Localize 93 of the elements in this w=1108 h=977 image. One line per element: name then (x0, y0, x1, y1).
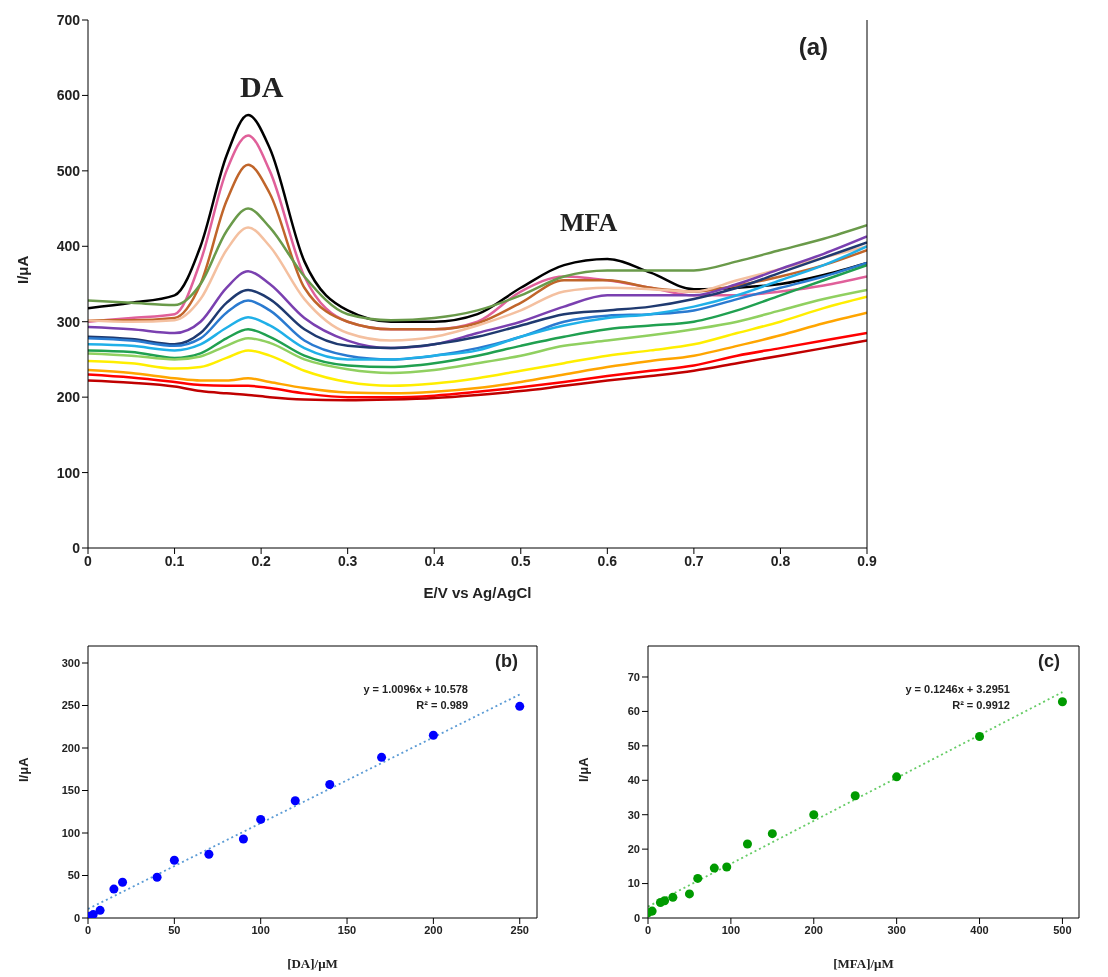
y-tick-label: 200 (61, 741, 80, 754)
x-tick-label: 0.8 (770, 552, 791, 569)
x-tick-label: 0 (84, 923, 92, 936)
point (684, 889, 694, 899)
point (660, 896, 670, 906)
y-tick-label: 700 (56, 11, 81, 28)
point (850, 791, 860, 801)
x-tick-label: 0.7 (684, 552, 704, 569)
point (668, 892, 678, 902)
y-tick-label: 50 (67, 869, 80, 882)
y-tick-label: 600 (56, 87, 81, 104)
point (693, 873, 703, 883)
point (118, 877, 128, 887)
x-tick-label: 200 (804, 923, 823, 936)
annotation: DA (240, 70, 284, 104)
x-tick-label: 500 (1053, 923, 1072, 936)
x-tick-label: 0.3 (337, 552, 358, 569)
y-tick-label: 100 (56, 464, 81, 481)
x-tick-label: 0 (84, 552, 93, 569)
x-tick-label: 0 (644, 923, 652, 936)
point (709, 863, 719, 873)
y-axis-title: I/μA (15, 756, 31, 782)
x-axis-title: [MFA]/μM (833, 956, 894, 971)
y-tick-label: 0 (72, 539, 81, 556)
y-tick-label: 400 (56, 238, 81, 255)
annotation: R² = 0.9912 (952, 699, 1010, 711)
x-tick-label: 100 (251, 923, 270, 936)
point (152, 872, 162, 882)
point (204, 849, 214, 859)
point (648, 906, 657, 916)
x-tick-label: 300 (887, 923, 906, 936)
x-tick-label: 150 (337, 923, 357, 936)
point (892, 772, 902, 782)
line-series (88, 331, 867, 399)
annotation: y = 0.1246x + 3.2951 (905, 683, 1010, 695)
y-tick-label: 40 (627, 774, 640, 787)
y-tick-label: 50 (627, 739, 640, 752)
y-tick-label: 0 (633, 911, 640, 924)
y-tick-label: 300 (61, 656, 80, 669)
y-tick-label: 10 (627, 877, 640, 890)
annotation: (b) (495, 651, 518, 672)
y-tick-label: 150 (61, 784, 80, 797)
x-tick-label: 50 (168, 923, 181, 936)
point (722, 862, 732, 872)
x-tick-label: 100 (721, 923, 741, 936)
x-tick-label: 250 (510, 923, 529, 936)
y-tick-label: 100 (61, 826, 80, 839)
point (256, 814, 266, 824)
y-axis-title: I/μA (575, 756, 591, 782)
point (767, 829, 777, 839)
x-tick-label: 200 (424, 923, 443, 936)
line-series (88, 339, 867, 402)
point (975, 732, 985, 742)
point (325, 780, 335, 790)
point (169, 855, 179, 865)
y-tick-label: 30 (627, 808, 640, 821)
x-tick-label: 0.1 (164, 552, 185, 569)
annotation: MFA (560, 208, 618, 238)
annotation: y = 1.0096x + 10.578 (363, 683, 468, 695)
y-tick-label: 20 (627, 843, 640, 856)
x-tick-label: 0.5 (511, 552, 531, 569)
y-axis-title: I/μA (14, 255, 32, 284)
y-tick-label: 0 (73, 911, 80, 924)
x-tick-label: 0.6 (597, 552, 618, 569)
y-tick-label: 250 (61, 699, 80, 712)
annotation: (c) (1038, 651, 1060, 672)
x-tick-label: 400 (970, 923, 989, 936)
x-axis-title: E/V vs Ag/AgCl (423, 584, 532, 601)
point (809, 810, 819, 820)
x-tick-label: 0.2 (251, 552, 272, 569)
x-tick-label: 0.9 (857, 552, 877, 569)
annotation: (a) (798, 33, 828, 61)
y-tick-label: 500 (56, 162, 81, 179)
y-tick-label: 60 (627, 705, 640, 718)
line-series (88, 295, 867, 388)
y-tick-label: 200 (56, 389, 81, 406)
annotation: R² = 0.989 (416, 699, 468, 711)
point (1057, 697, 1067, 707)
point (109, 884, 119, 894)
x-tick-label: 0.4 (424, 552, 445, 569)
y-tick-label: 70 (627, 670, 640, 683)
point (95, 905, 105, 915)
point (290, 796, 300, 806)
point (515, 701, 525, 711)
point (377, 752, 387, 762)
line-series (88, 207, 867, 322)
point (238, 834, 248, 844)
y-tick-label: 300 (56, 313, 81, 330)
point (428, 730, 438, 740)
line-series (88, 288, 867, 375)
point (742, 839, 752, 849)
line-series (88, 311, 867, 395)
x-axis-title: [DA]/μM (287, 956, 338, 971)
